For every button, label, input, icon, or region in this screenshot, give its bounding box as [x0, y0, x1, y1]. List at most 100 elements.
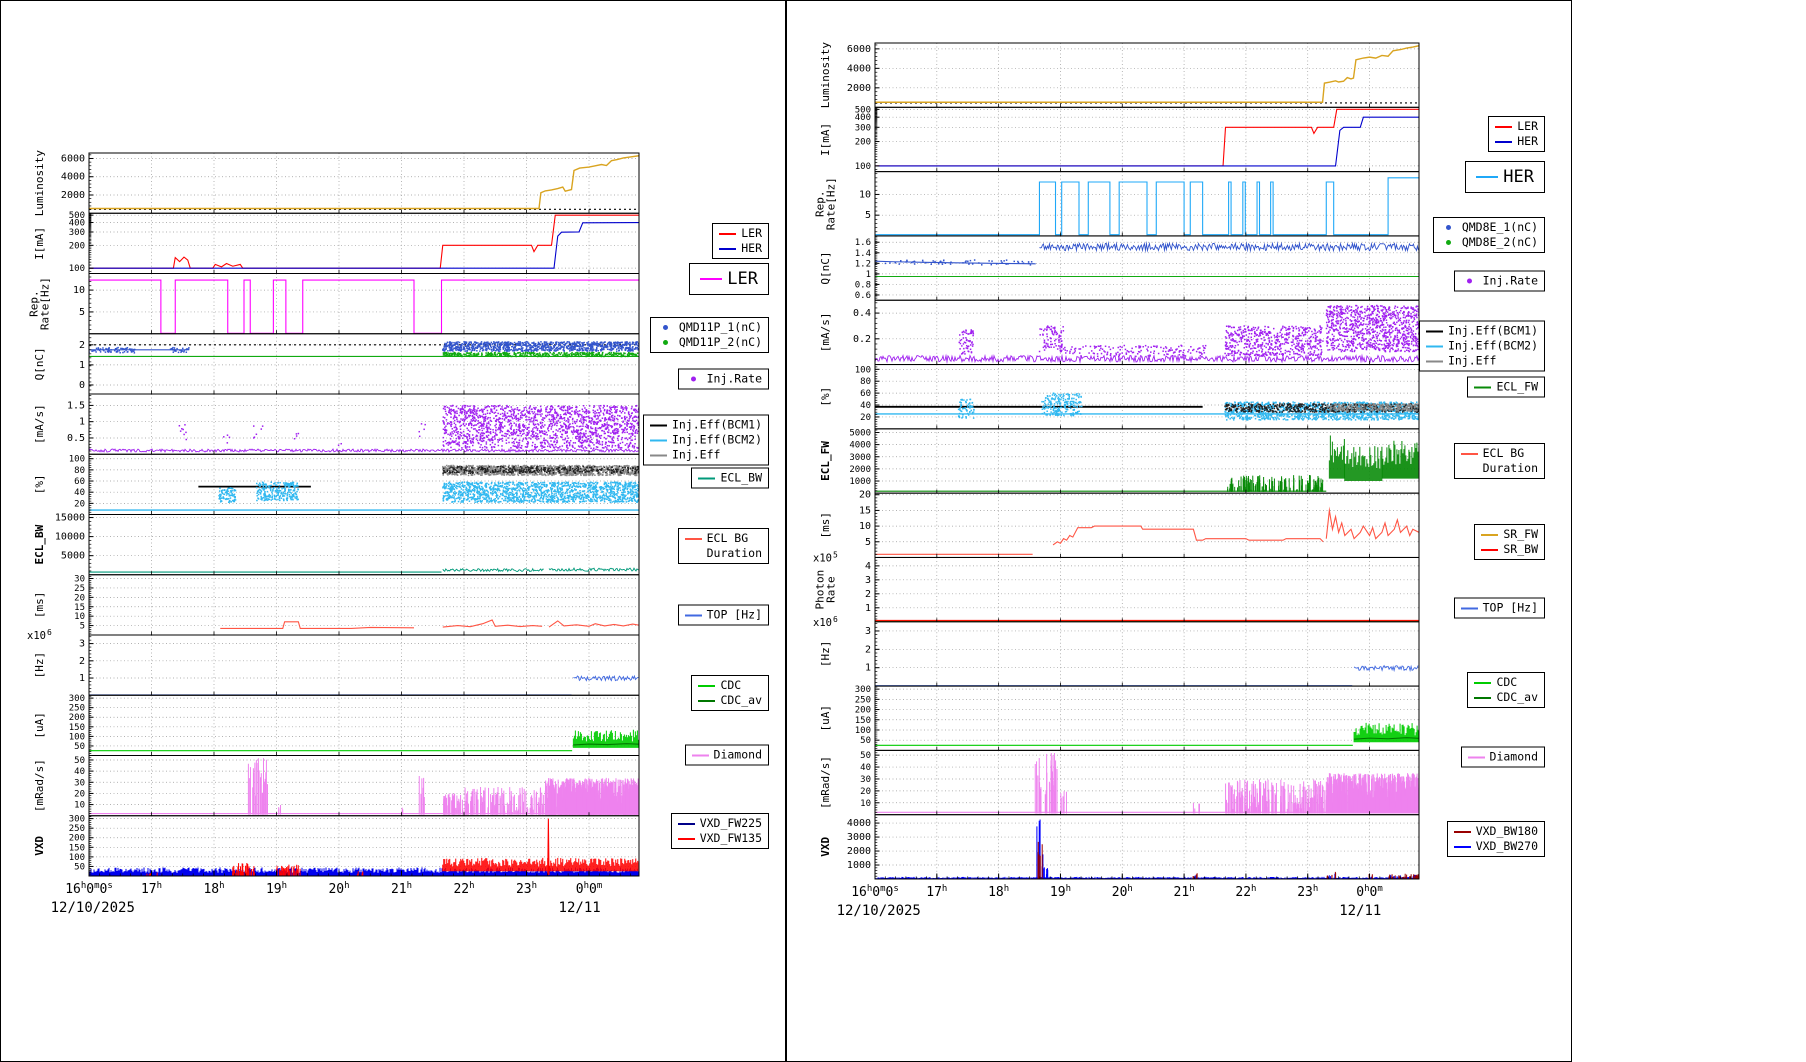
- legend-label: Inj.Eff(BCM1): [1447, 323, 1538, 338]
- legend-entry: QMD11P_1(nC): [657, 320, 762, 335]
- legend-label: Diamond: [1489, 749, 1538, 764]
- legend-entry: CDC: [1474, 675, 1538, 690]
- legend-entry: Duration: [685, 546, 762, 561]
- line-marker-icon: [1467, 756, 1485, 758]
- legend-label: QMD11P_2(nC): [678, 335, 762, 349]
- legend-label: ECL_BW: [720, 470, 762, 485]
- legend-qmd11p-1-nc: QMD11P_1(nC) QMD11P_2(nC): [649, 317, 769, 353]
- line-marker-icon: [649, 454, 667, 456]
- dot-marker-icon: [662, 340, 668, 345]
- legend-label: Inj.Eff: [671, 447, 721, 462]
- legend-label: QMD11P_1(nC): [678, 320, 762, 334]
- line-marker-icon: [677, 822, 695, 825]
- line-marker-icon: [1453, 830, 1471, 833]
- legend-entry: ECL_FW: [1474, 380, 1538, 395]
- right-chart-canvas: [787, 1, 1571, 1059]
- legend-entry: QMD11P_2(nC): [657, 335, 762, 350]
- spacer: [1461, 468, 1478, 470]
- legend-her: HER: [1465, 161, 1545, 193]
- legend-entry: HER: [719, 241, 762, 256]
- legend-entry: TOP [Hz]: [1460, 600, 1538, 616]
- line-marker-icon: [1495, 125, 1513, 128]
- legend-entry: Inj.Eff(BCM2): [649, 433, 762, 448]
- legend-label: Inj.Rate: [706, 371, 762, 386]
- legend-label: Inj.Rate: [1482, 273, 1538, 288]
- legend-sr-fw: SR_FW SR_BW: [1474, 524, 1545, 560]
- legend-inj-rate: Inj.Rate: [677, 368, 769, 390]
- left-chart-canvas: [1, 1, 785, 1059]
- legend-label: VXD_FW135: [699, 831, 762, 845]
- line-marker-icon: [1453, 845, 1471, 848]
- legend-entry: CDC: [698, 678, 762, 693]
- legend-label: ECL_FW: [1496, 379, 1538, 394]
- legend-label: ECL BG: [1482, 446, 1525, 460]
- legend-label: CDC: [720, 678, 742, 692]
- line-marker-icon: [684, 614, 702, 616]
- legend-ler: LER HER: [1488, 116, 1545, 152]
- legend-ecl-bg: ECL BG Duration: [677, 528, 769, 564]
- legend-ecl-bg: ECL BG Duration: [1453, 443, 1545, 479]
- dot-marker-icon: [690, 376, 696, 382]
- panel-right: LER HER HER QMD8E_1(nC) QMD8E_2(nC) Inj.Rate I…: [786, 0, 1572, 1062]
- legend-label: SR_FW: [1503, 527, 1538, 541]
- legend-entry: Diamond: [691, 748, 762, 763]
- line-marker-icon: [719, 232, 737, 235]
- legend-ecl-bw: ECL_BW: [691, 467, 769, 489]
- legend-entry: VXD_FW225: [677, 816, 762, 831]
- legend-vxd-fw225: VXD_FW225 VXD_FW135: [670, 813, 769, 849]
- legend-label: CDC_av: [720, 693, 762, 707]
- legend-entry: VXD_BW270: [1453, 839, 1538, 854]
- legend-inj-rate: Inj.Rate: [1453, 270, 1545, 292]
- dot-marker-icon: [1445, 225, 1451, 230]
- line-marker-icon: [1474, 681, 1492, 684]
- legend-label: QMD8E_1(nC): [1461, 220, 1538, 234]
- legend-cdc: CDC CDC_av: [1467, 672, 1545, 708]
- legend-diamond: Diamond: [1460, 746, 1545, 768]
- legend-label: Inj.Eff(BCM2): [1447, 338, 1538, 353]
- line-marker-icon: [677, 837, 695, 840]
- legend-entry: VXD_FW135: [677, 831, 762, 846]
- legend-label: SR_BW: [1503, 542, 1538, 556]
- line-marker-icon: [1474, 386, 1492, 388]
- line-marker-icon: [1481, 548, 1499, 551]
- line-marker-icon: [691, 754, 709, 756]
- legend-entry: Duration: [1461, 461, 1538, 476]
- legend-label: HER: [1517, 134, 1538, 148]
- line-marker-icon: [698, 699, 716, 702]
- legend-entry: HER: [1495, 134, 1538, 149]
- legend-label: VXD_BW180: [1475, 824, 1538, 838]
- legend-label: CDC: [1496, 675, 1518, 689]
- legend-label: VXD_BW270: [1475, 839, 1538, 853]
- legend-top-hz: TOP [Hz]: [677, 604, 769, 626]
- legend-inj-eff-bcm1: Inj.Eff(BCM1) Inj.Eff(BCM2) Inj.Eff: [642, 414, 769, 466]
- legend-entry: CDC_av: [698, 693, 762, 708]
- legend-entry: VXD_BW180: [1453, 824, 1538, 839]
- legend-label: HER: [1503, 167, 1534, 187]
- legend-ler: LER: [689, 263, 769, 295]
- line-marker-icon: [1476, 176, 1499, 178]
- spacer: [685, 553, 702, 555]
- line-marker-icon: [719, 247, 737, 250]
- dot-marker-icon: [1445, 240, 1451, 245]
- legend-entry: SR_FW: [1481, 527, 1538, 542]
- panel-left: LER HER LER QMD11P_1(nC) QMD11P_2(nC) Inj.Rat…: [0, 0, 786, 1062]
- legend-entry: HER: [1476, 167, 1534, 187]
- legend-label: Inj.Eff(BCM1): [671, 417, 762, 432]
- line-marker-icon: [649, 439, 667, 441]
- line-marker-icon: [700, 278, 723, 280]
- legend-label: TOP [Hz]: [1482, 600, 1538, 615]
- line-marker-icon: [684, 537, 702, 540]
- legend-entry: TOP [Hz]: [684, 608, 762, 623]
- legend-qmd8e-1-nc: QMD8E_1(nC) QMD8E_2(nC): [1432, 217, 1545, 253]
- legend-entry: LER: [700, 269, 758, 289]
- legend-entry: ECL BG: [1460, 446, 1538, 461]
- line-marker-icon: [649, 424, 667, 426]
- legend-label: CDC_av: [1496, 690, 1538, 704]
- legend-entry: CDC_av: [1474, 690, 1538, 705]
- legend-vxd-bw180: VXD_BW180 VXD_BW270: [1446, 821, 1545, 857]
- legend-inj-eff-bcm1: Inj.Eff(BCM1) Inj.Eff(BCM2) Inj.Eff: [1418, 320, 1545, 372]
- legend-entry: Inj.Rate: [685, 372, 762, 387]
- legend-label: HER: [741, 241, 762, 255]
- legend-ecl-fw: ECL_FW: [1467, 376, 1545, 398]
